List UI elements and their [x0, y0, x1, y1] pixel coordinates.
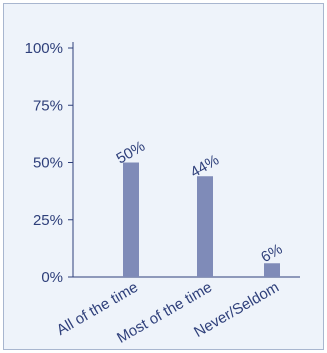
y-tick-label: 50%: [33, 155, 63, 172]
y-tick-label: 100%: [25, 40, 63, 57]
chart-panel: [3, 3, 324, 350]
y-tick-label: 75%: [33, 97, 63, 114]
bar: [197, 176, 213, 277]
bars: [123, 162, 280, 277]
bar: [123, 162, 139, 277]
y-axis-ticks: 0% 25% 50% 75% 100%: [25, 40, 73, 286]
bar: [264, 263, 280, 277]
y-tick-label: 0%: [41, 269, 63, 286]
data-label: 6%: [258, 241, 285, 267]
y-tick-label: 25%: [33, 212, 63, 229]
